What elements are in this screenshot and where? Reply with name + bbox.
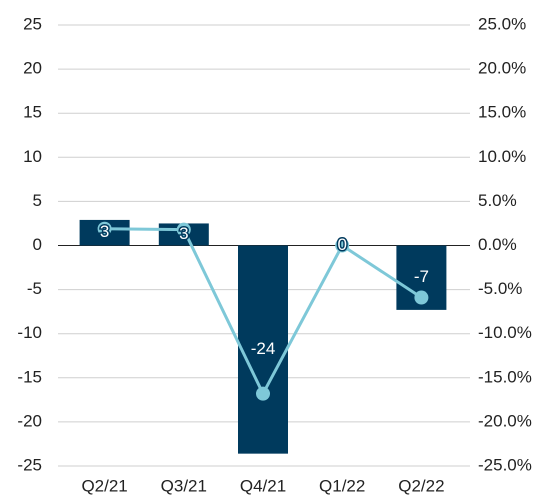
y-tick-label: 5 — [33, 191, 42, 210]
y2-tick-label: 15.0% — [478, 103, 526, 122]
y-tick-label: 15 — [23, 103, 42, 122]
y-tick-label: -20 — [17, 411, 42, 430]
y2-tick-label: 10.0% — [478, 147, 526, 166]
y2-tick-label: -10.0% — [478, 323, 532, 342]
x-tick-label: Q2/22 — [398, 476, 444, 495]
data-label: 0 — [337, 235, 346, 254]
data-label: -7 — [414, 267, 429, 286]
y-tick-label: 10 — [23, 147, 42, 166]
y-tick-label: -10 — [17, 323, 42, 342]
y2-tick-label: -25.0% — [478, 455, 532, 474]
y-tick-label: 25 — [23, 14, 42, 33]
line-marker — [256, 386, 270, 401]
y2-tick-label: 0.0% — [478, 235, 517, 254]
x-tick-label: Q1/22 — [319, 476, 365, 495]
y2-tick-label: 5.0% — [478, 191, 517, 210]
y-tick-label: -25 — [17, 455, 42, 474]
x-tick-label: Q4/21 — [240, 476, 286, 495]
y2-tick-label: 20.0% — [478, 59, 526, 78]
y2-tick-label: 25.0% — [478, 14, 526, 33]
y2-tick-label: -15.0% — [478, 367, 532, 386]
y2-tick-label: -20.0% — [478, 411, 532, 430]
line-marker — [97, 221, 112, 236]
data-label: 3 — [179, 224, 188, 243]
y-tick-label: 20 — [23, 59, 42, 78]
line-marker — [176, 222, 191, 237]
bar — [238, 245, 288, 454]
line-marker — [414, 290, 429, 305]
data-label: -24 — [251, 339, 276, 358]
x-tick-label: Q3/21 — [161, 476, 207, 495]
y-tick-label: 0 — [33, 235, 42, 254]
y-tick-label: -15 — [17, 367, 42, 386]
line-marker — [335, 238, 350, 253]
x-tick-label: Q2/21 — [81, 476, 127, 495]
y2-tick-label: -5.0% — [478, 279, 522, 298]
data-label: 3 — [100, 222, 109, 241]
y-tick-label: -5 — [27, 279, 42, 298]
